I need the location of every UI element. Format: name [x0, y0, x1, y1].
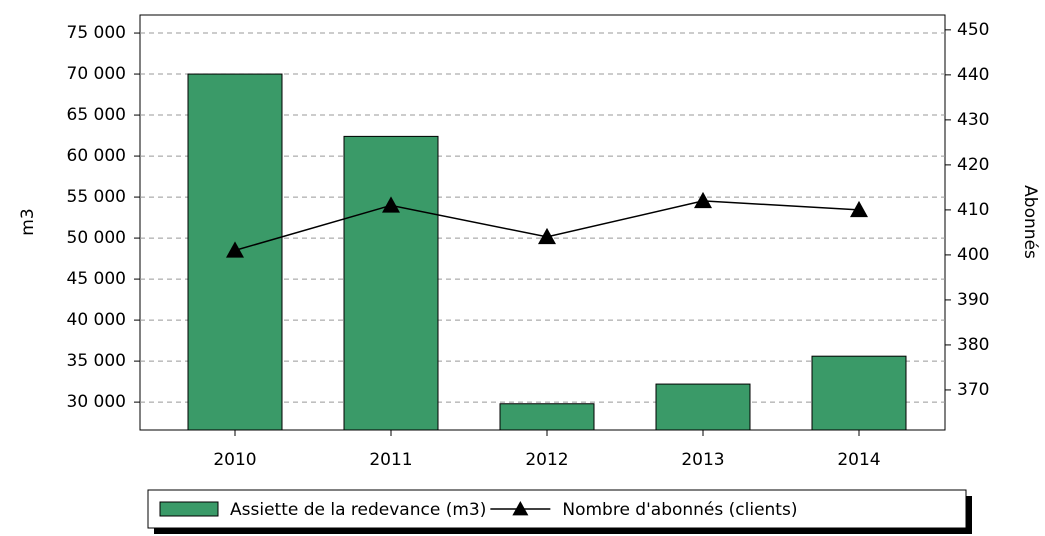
y2-tick-label: 450 [957, 20, 989, 40]
bar [499, 403, 595, 431]
x-tick-label: 2013 [681, 450, 724, 470]
y-tick-label: 45 000 [67, 269, 126, 289]
x-tick-label: 2012 [525, 450, 568, 470]
y-tick-label: 35 000 [67, 351, 126, 371]
legend-label: Assiette de la redevance (m3) [230, 500, 486, 520]
y-tick-label: 65 000 [67, 105, 126, 125]
y-tick-label: 55 000 [67, 187, 126, 207]
y-tick-label: 30 000 [67, 392, 126, 412]
y2-tick-label: 420 [957, 155, 989, 175]
legend [147, 489, 967, 529]
bar [811, 355, 907, 431]
marker [850, 200, 868, 218]
legend-label: Nombre d'abonnés (clients) [562, 500, 797, 520]
y2-tick-label: 390 [957, 290, 989, 310]
marker [538, 227, 556, 245]
y-tick-label: 40 000 [67, 310, 126, 330]
x-tick-label: 2011 [369, 450, 412, 470]
bar [655, 383, 751, 431]
y-tick-label: 50 000 [67, 228, 126, 248]
legend-swatch [159, 501, 219, 517]
y2-tick-label: 370 [957, 380, 989, 400]
y2-tick-label: 380 [957, 335, 989, 355]
y2-tick-label: 410 [957, 200, 989, 220]
y2-tick-label: 400 [957, 245, 989, 265]
y2-axis-label: Abonnés [1020, 185, 1040, 259]
marker [382, 196, 400, 213]
marker [226, 241, 244, 258]
bar [343, 135, 439, 431]
x-tick-label: 2010 [213, 450, 256, 470]
x-tick-label: 2014 [837, 450, 880, 470]
marker [694, 191, 712, 209]
y-tick-label: 60 000 [67, 146, 126, 166]
y-axis-label: m3 [18, 208, 38, 235]
y-tick-label: 70 000 [67, 64, 126, 84]
y2-tick-label: 440 [957, 65, 989, 85]
y2-tick-label: 430 [957, 110, 989, 130]
legend-swatch [512, 501, 529, 516]
y-tick-label: 75 000 [67, 23, 126, 43]
